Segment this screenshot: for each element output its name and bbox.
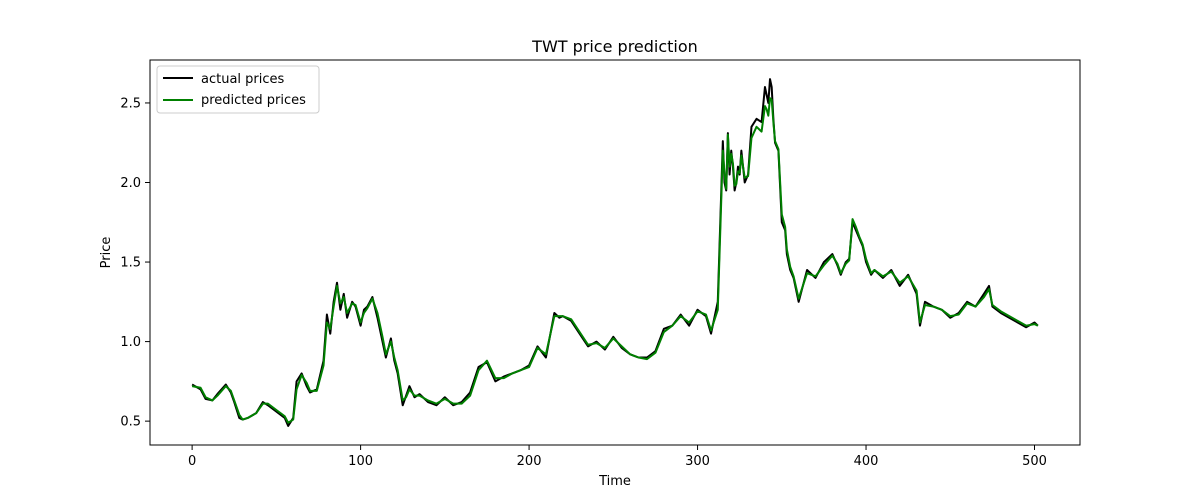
series-line-predicted-prices — [191, 97, 1039, 424]
legend: actual prices predicted prices — [156, 65, 320, 114]
legend-box — [156, 65, 320, 114]
x-tick-label: 400 — [854, 454, 879, 469]
y-tick-label: 1.0 — [120, 335, 141, 350]
legend-label-actual: actual prices — [201, 72, 285, 87]
y-tick-label: 2.0 — [120, 176, 141, 191]
y-axis: 0.5 1.0 1.5 2.0 2.5 — [120, 96, 150, 430]
chart-title: TWT price prediction — [531, 37, 698, 56]
x-tick-label: 100 — [348, 454, 373, 469]
y-axis-label: Price — [99, 237, 114, 269]
x-axis-label: Time — [598, 474, 631, 489]
y-tick-label: 1.5 — [120, 256, 141, 271]
x-tick-label: 0 — [188, 454, 196, 469]
x-tick-label: 300 — [685, 454, 710, 469]
y-tick-label: 2.5 — [120, 96, 141, 111]
legend-label-predicted: predicted prices — [201, 93, 306, 108]
x-tick-label: 200 — [517, 454, 542, 469]
x-tick-label: 500 — [1022, 454, 1047, 469]
plot-area — [191, 78, 1039, 427]
y-tick-label: 0.5 — [120, 415, 141, 430]
x-axis: 0 100 200 300 400 500 — [188, 445, 1047, 469]
axes-frame — [149, 59, 1081, 446]
